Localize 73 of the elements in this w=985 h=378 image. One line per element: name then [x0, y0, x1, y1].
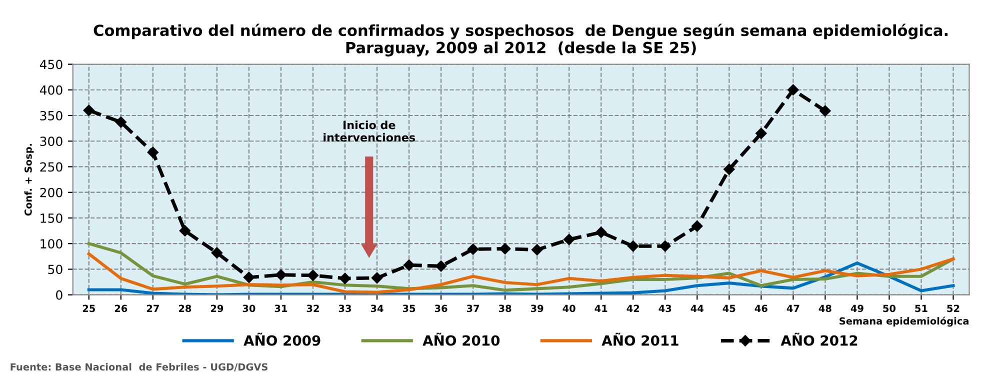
- x-tick-label: 43: [658, 304, 672, 312]
- x-tick-label: 31: [274, 304, 288, 312]
- y-tick-label: 0: [56, 290, 62, 300]
- x-tick-label: 35: [402, 304, 416, 312]
- point: [692, 220, 703, 232]
- source-note: Fuente: Base Nacional de Febriles - UGD/DGVS: [10, 363, 268, 372]
- legend-label: AÑO 2012: [780, 332, 858, 346]
- y-tick-label: 200: [40, 188, 62, 198]
- x-tick-label: 34: [370, 304, 384, 312]
- x-tick-label: 48: [818, 304, 832, 312]
- line-series: [87, 262, 955, 295]
- point: [563, 234, 575, 246]
- x-tick-label: 46: [754, 304, 768, 312]
- point: [499, 243, 511, 254]
- x-tick-label: 30: [242, 304, 256, 312]
- x-tick-label: 50: [883, 304, 896, 312]
- y-tick-label: 100: [40, 239, 62, 249]
- point: [628, 240, 639, 252]
- point: [179, 225, 191, 236]
- point: [339, 272, 351, 284]
- x-tick-label: 45: [722, 304, 736, 312]
- x-tick-label: 39: [530, 304, 544, 312]
- x-tick-label: 51: [915, 304, 928, 312]
- x-tick-label: 40: [562, 304, 576, 312]
- point: [243, 272, 255, 284]
- y-tick-label: 250: [40, 162, 62, 172]
- x-tick-label: 28: [178, 304, 192, 312]
- point: [788, 84, 799, 96]
- x-tick-label: 47: [786, 304, 800, 312]
- x-tick-label: 25: [82, 304, 95, 312]
- point: [115, 116, 127, 128]
- x-tick-label: 29: [210, 304, 224, 312]
- y-tick-label: 300: [40, 136, 62, 146]
- line-series: [87, 252, 955, 294]
- x-tick-label: 41: [594, 304, 608, 312]
- y-tick-label: 150: [40, 213, 62, 223]
- y-tick-label: 450: [40, 60, 62, 70]
- point: [724, 164, 735, 175]
- point: [756, 128, 767, 140]
- point: [467, 244, 479, 255]
- point: [820, 105, 831, 116]
- x-tick-label: 36: [434, 304, 448, 312]
- x-tick-label: 37: [466, 304, 480, 312]
- point: [147, 146, 159, 158]
- y-axis-title: Conf. + Sosp.: [24, 144, 34, 216]
- point: [403, 260, 415, 271]
- x-tick-label: 33: [338, 304, 351, 312]
- legend-label: AÑO 2010: [422, 332, 500, 346]
- x-tick-label: 42: [626, 304, 640, 312]
- x-axis-title: Semana epidemiológica: [840, 316, 968, 327]
- point: [307, 270, 319, 281]
- y-tick-label: 50: [48, 264, 62, 274]
- point: [83, 104, 94, 116]
- point: [435, 260, 447, 272]
- point: [531, 244, 543, 256]
- point: [275, 269, 287, 280]
- point: [660, 240, 671, 252]
- x-tick-label: 26: [114, 304, 128, 312]
- chart-title: Comparativo del número de confirmados y sospechosos de Dengue según semana epidemiológica. Paraguay, 2009 al 2012 (desde la SE 25): [94, 24, 948, 56]
- y-tick-label: 350: [40, 110, 62, 120]
- point: [371, 272, 383, 284]
- legend-label: AÑO 2011: [602, 332, 678, 346]
- annotation: Inicio de intervenciones: [324, 120, 416, 142]
- x-tick-label: 32: [306, 304, 319, 312]
- x-tick-label: 44: [690, 304, 704, 312]
- x-tick-label: 52: [947, 304, 960, 312]
- x-tick-label: 49: [850, 304, 864, 312]
- legend-label: AÑO 2009: [244, 332, 320, 346]
- y-tick-label: 400: [40, 85, 62, 95]
- point: [595, 226, 607, 238]
- x-tick-label: 38: [498, 304, 512, 312]
- x-tick-label: 27: [146, 304, 159, 312]
- point: [211, 247, 223, 258]
